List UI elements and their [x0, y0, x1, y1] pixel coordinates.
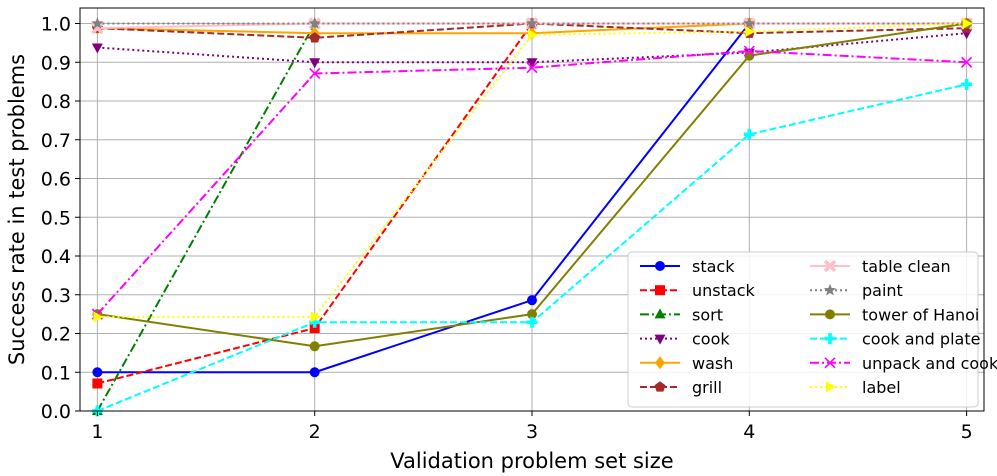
data-point — [527, 309, 537, 320]
y-tick-label: 0.9 — [41, 52, 71, 74]
x-axis-label: Validation problem set size — [390, 449, 673, 473]
legend-box — [627, 251, 979, 408]
legend-item: tower of Hanoi — [810, 305, 979, 324]
x-tick-label: 5 — [961, 421, 973, 443]
y-tick-label: 0.3 — [41, 285, 71, 307]
y-tick-label: 0.0 — [41, 401, 71, 423]
legend-marker — [655, 285, 665, 296]
legend-marker — [824, 357, 836, 369]
legend: stack unstack sort cook wash grill table clean… — [627, 251, 997, 408]
legend-marker — [654, 334, 666, 345]
data-point — [309, 341, 320, 352]
y-tick-label: 0.4 — [41, 246, 71, 268]
legend-item: paint — [810, 281, 903, 300]
data-point — [309, 58, 321, 69]
legend-label: stack — [692, 257, 735, 276]
legend-marker — [824, 333, 836, 345]
legend-item: cook — [640, 330, 730, 349]
data-point — [525, 17, 539, 29]
legend-item: label — [810, 378, 901, 397]
data-point — [309, 32, 321, 43]
data-point — [743, 128, 755, 140]
legend-item: cook and plate — [810, 330, 980, 349]
data-point — [93, 311, 104, 323]
data-point — [91, 17, 104, 29]
x-tick-label: 1 — [91, 421, 103, 443]
series-line — [96, 50, 967, 315]
legend-marker — [655, 261, 665, 271]
y-tick-label: 0.6 — [41, 169, 71, 191]
legend-marker — [825, 309, 835, 320]
legend-marker — [823, 283, 837, 296]
y-tick-label: 0.2 — [41, 324, 71, 346]
data-point — [310, 311, 321, 323]
legend-marker — [654, 308, 666, 319]
legend-item: wash — [640, 354, 733, 373]
data-point — [92, 367, 103, 378]
y-tick-label: 0.1 — [41, 362, 71, 384]
data-point — [962, 18, 973, 29]
legend-item: grill — [640, 378, 722, 397]
data-point — [92, 378, 103, 389]
legend-label: table clean — [862, 257, 951, 276]
legend-label: wash — [692, 354, 733, 373]
data-point — [961, 56, 973, 68]
x-tick-label: 4 — [743, 421, 755, 443]
data-point — [91, 43, 103, 54]
data-point — [309, 67, 321, 80]
data-point — [526, 62, 538, 74]
legend-marker — [823, 259, 837, 273]
data-point — [743, 45, 755, 57]
data-point — [527, 295, 537, 306]
legend-label: paint — [862, 281, 903, 300]
data-point — [743, 17, 756, 29]
data-point — [309, 323, 320, 334]
legend-marker — [826, 381, 836, 393]
legend-label: grill — [692, 378, 722, 397]
legend-label: label — [862, 378, 901, 397]
data-point — [745, 26, 756, 38]
legend-item: table clean — [810, 257, 951, 276]
legend-label: sort — [692, 305, 723, 324]
data-point — [528, 29, 538, 41]
data-point — [91, 21, 104, 35]
y-tick-label: 0.5 — [41, 207, 71, 229]
x-tick-label: 2 — [309, 421, 321, 443]
data-point — [961, 78, 973, 90]
data-point — [309, 367, 320, 378]
legend-item: unstack — [640, 281, 755, 300]
legend-label: unpack and cook — [862, 354, 997, 373]
series-layer — [91, 17, 973, 417]
y-tick-label: 0.7 — [41, 130, 71, 152]
legend-marker — [654, 381, 666, 392]
legend-label: unstack — [692, 281, 755, 300]
data-point — [526, 58, 538, 69]
data-point — [526, 316, 538, 328]
legend-item: sort — [640, 305, 723, 324]
y-tick-label: 0.8 — [41, 91, 71, 113]
axis-ticks: 1 2 3 4 5 0.0 0.1 0.2 0.3 0.4 0.5 0.6 0.7 0.8 0.9 1.0 — [41, 14, 973, 444]
y-tick-label: 1.0 — [41, 14, 71, 36]
legend-item: stack — [640, 257, 735, 276]
data-point — [308, 17, 321, 29]
legend-item: unpack and cook — [810, 354, 997, 373]
legend-label: cook and plate — [862, 330, 980, 349]
y-axis-label: Success rate in test problems — [5, 54, 29, 365]
legend-label: cook — [692, 330, 730, 349]
legend-marker — [655, 356, 665, 370]
x-tick-label: 3 — [526, 421, 538, 443]
series-label — [93, 18, 973, 323]
legend-label: tower of Hanoi — [862, 305, 979, 324]
